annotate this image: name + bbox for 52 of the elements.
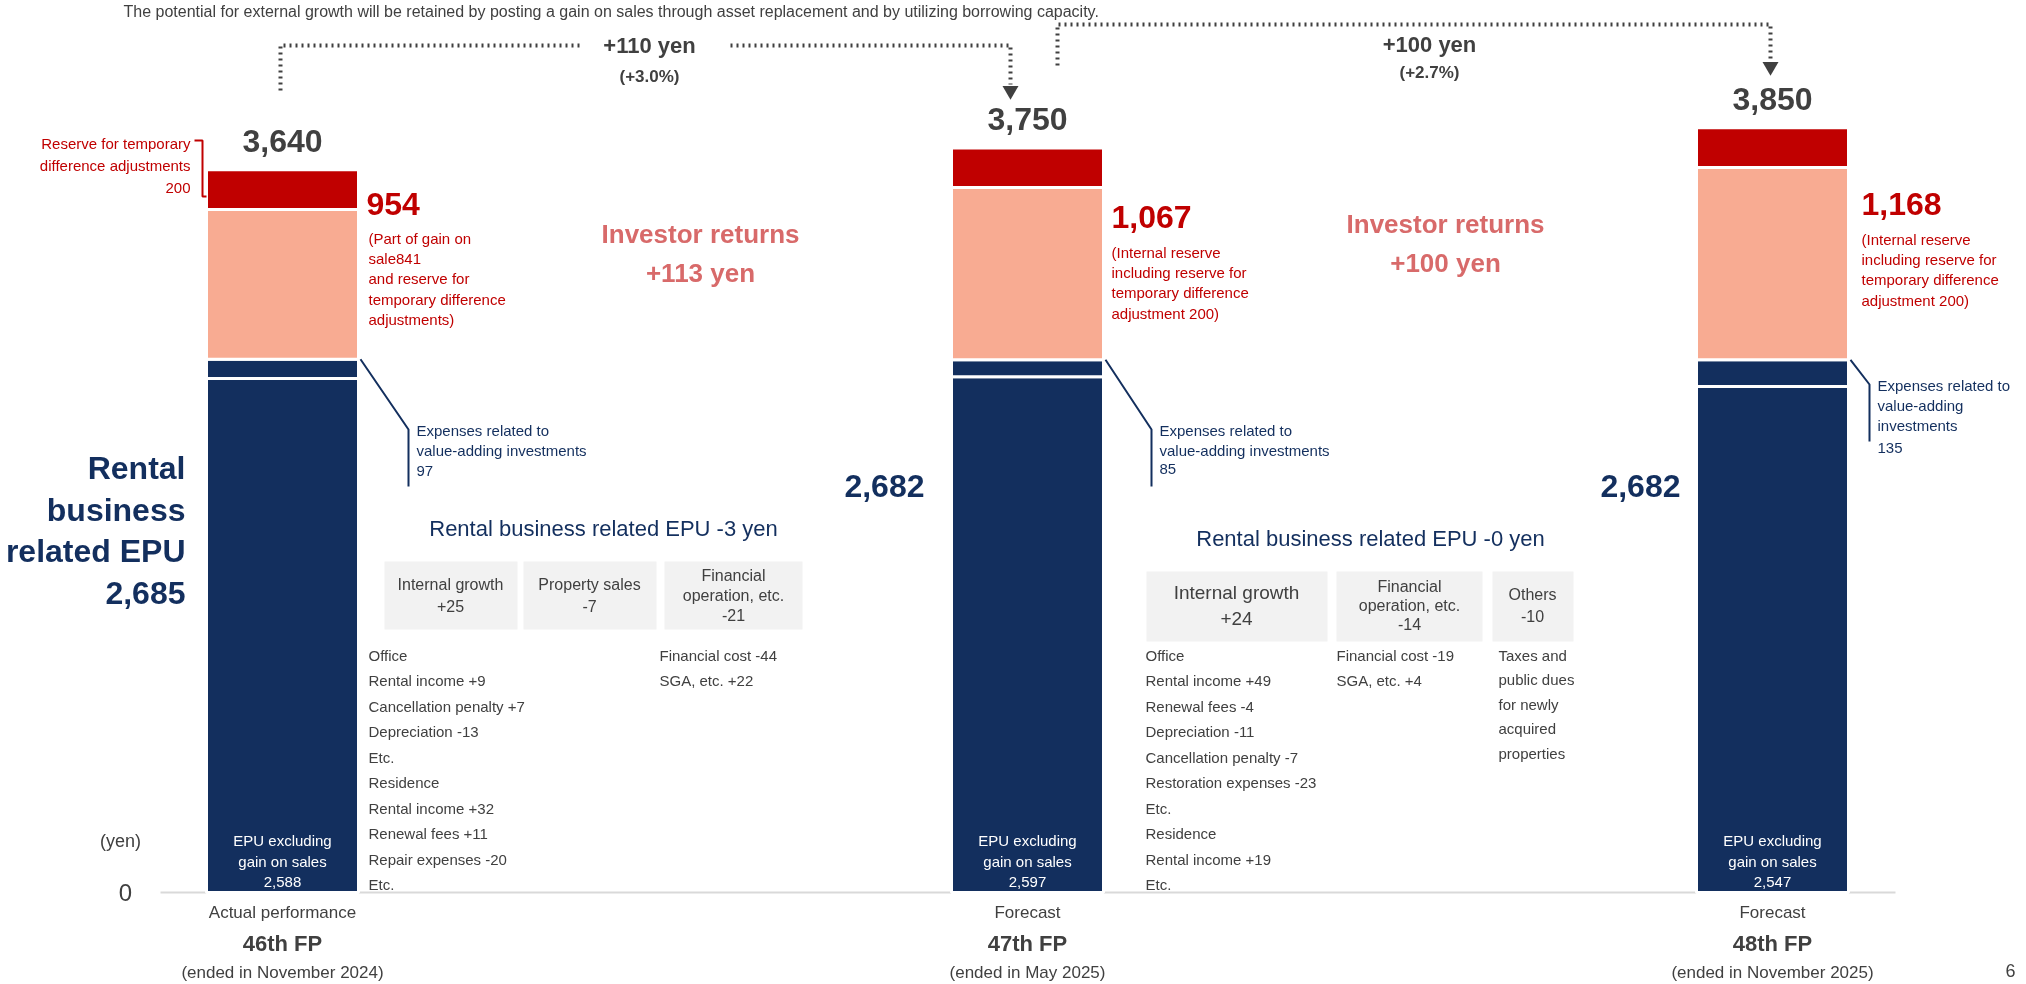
x-tick-label: Forecast 48th FP (ended in November 2025)	[1671, 903, 1874, 982]
series-label: EPU excluding gain on sales	[233, 832, 332, 870]
series-label: Expenses related to value-adding investments	[1877, 376, 2011, 435]
y-axis-title: (yen)	[100, 830, 142, 851]
total-label: 3,750	[987, 101, 1068, 138]
total-label: 3,850	[1732, 80, 1813, 117]
text: 0	[118, 879, 133, 906]
data-label: 85	[1159, 459, 1177, 477]
text: EPU excluding gain on sales	[1723, 832, 1822, 870]
annotation: Rental business related EPU -0 yen	[1196, 526, 1545, 551]
annotation: Property sales -7	[538, 575, 641, 616]
annotation: Taxes and public dues for newly acquired properties	[1498, 646, 1575, 763]
annotation: Financial cost -19 SGA, etc. +4	[1336, 646, 1455, 689]
annotation: Reserve for temporary difference adjustments 200	[39, 134, 191, 196]
text: The potential for external growth will be retained by posting a gain on sales through asset replacement and by utilizing borrowing capacity.	[123, 2, 1099, 20]
text: +110 yen	[603, 33, 696, 58]
annotation: Rental business related EPU -3 yen	[429, 516, 778, 541]
data-label: 2,597	[1008, 873, 1047, 891]
annotation: Financial cost -44 SGA, etc. +22	[659, 646, 778, 689]
annotation: +100 yen	[1390, 248, 1501, 278]
annotation: (Part of gain on sale841 and reserve for temporary difference adjustments)	[368, 229, 506, 329]
text: (+2.7%)	[1399, 63, 1460, 82]
annotation: (Internal reserve including reserve for temporary difference adjustment 200)	[1861, 230, 1999, 309]
text: Office Rental income +49 Renewal fees -4 Depreciation -11 Cancellation penalty -7 Restoration expenses -23 Etc. Residence Rental income +19 Etc.	[1145, 646, 1317, 893]
data-label: 2,547	[1753, 873, 1792, 891]
text: +100 yen	[1382, 32, 1477, 57]
annotation: 2,682	[844, 467, 925, 504]
text: Office Rental income +9 Cancellation penalty +7 Depreciation -13 Etc. Residence Rental income +32 Renewal fees +11 Repair expenses -20 Etc.	[368, 646, 525, 893]
annotation: Expenses related to value-adding investments	[416, 421, 587, 459]
text: EPU excluding gain on sales	[978, 832, 1077, 870]
annotation: Investor returns +113 yen	[601, 219, 800, 288]
annotation: Financial operation, etc. -21	[682, 567, 785, 624]
annotation: Financial operation, etc. -14	[1358, 578, 1461, 633]
annotation: Internal growth +25	[397, 575, 504, 616]
x-tick-label: Actual performance 46th FP (ended in November 2024)	[181, 903, 384, 982]
text: Investor returns	[1346, 209, 1545, 239]
data-label: 97	[416, 462, 434, 480]
annotation: 1,168	[1861, 185, 1942, 222]
x-tick-label: Forecast 47th FP (ended in May 2025)	[949, 903, 1106, 982]
data-label: 135	[1877, 438, 1903, 456]
annotation: Internal growth +24	[1173, 582, 1300, 629]
annotation: (Internal reserve including reserve for temporary difference adjustment 200)	[1111, 243, 1249, 322]
annotation: 1,067	[1111, 198, 1192, 235]
text: 6	[2005, 961, 2016, 981]
data-label: 2,588	[263, 873, 302, 891]
annotation: Rental business related EPU 2,685	[5, 450, 186, 611]
annotation: 954	[366, 185, 421, 222]
total-label: 3,640	[242, 122, 323, 159]
text: (+3.0%)	[619, 67, 680, 86]
annotation: Others -10	[1508, 585, 1557, 626]
annotation: Expenses related to value-adding investments	[1159, 421, 1330, 459]
annotation: 2,682	[1600, 467, 1681, 504]
